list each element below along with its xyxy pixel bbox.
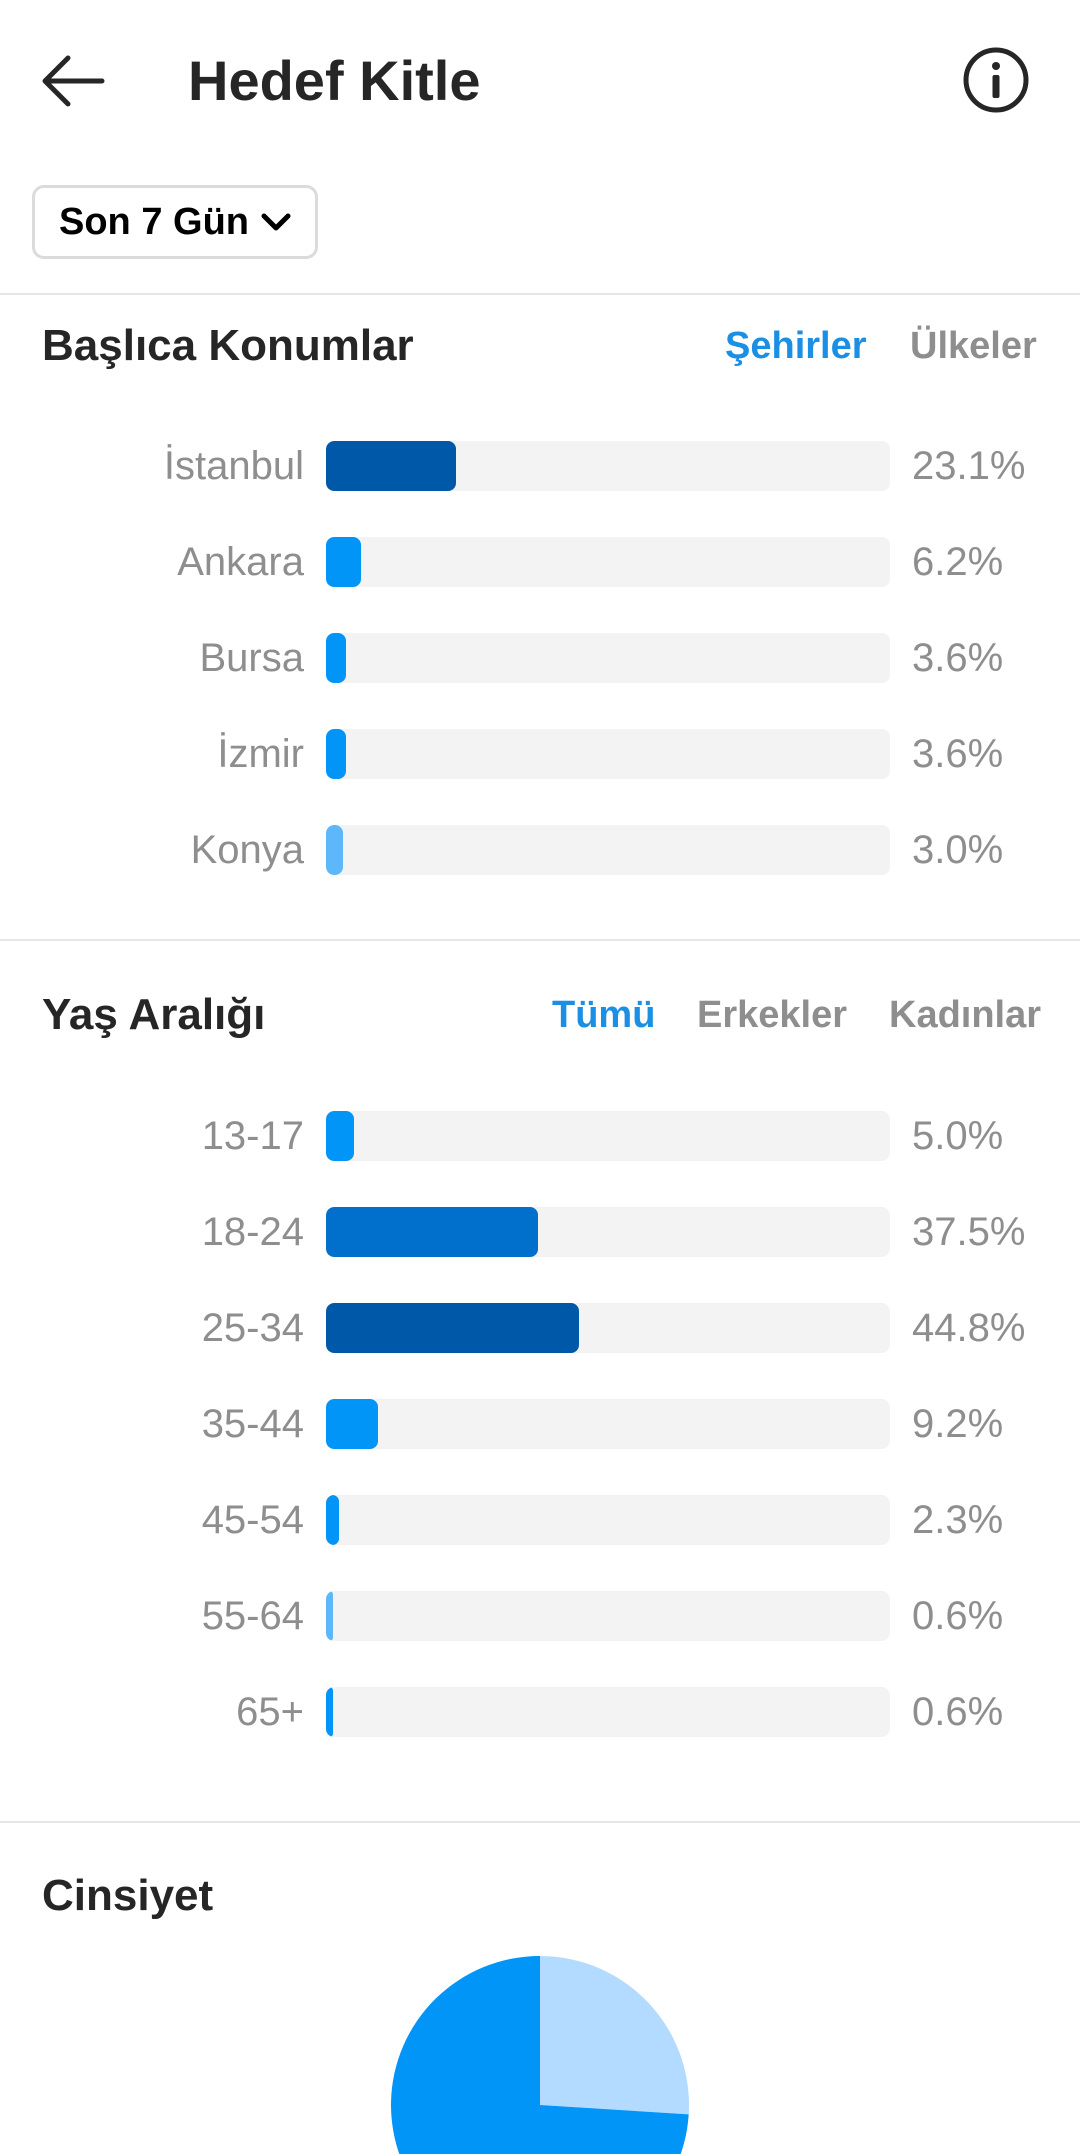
gender-title: Cinsiyet: [42, 1871, 214, 1920]
page-title: Hedef Kitle: [188, 49, 481, 112]
age-title: Yaş Aralığı: [42, 990, 266, 1039]
arrow-left-icon[interactable]: [38, 48, 108, 114]
location-bar-track: [326, 825, 890, 875]
age-value: 0.6%: [912, 1690, 1004, 1734]
age-row: 55-64 0.6%: [0, 1590, 1080, 1642]
location-value: 3.6%: [912, 732, 1004, 776]
age-label: 13-17: [201, 1114, 304, 1158]
age-bar-fill: [326, 1207, 538, 1257]
gender-pie-chart: [390, 1955, 690, 2154]
divider: [0, 939, 1080, 941]
age-value: 44.8%: [912, 1306, 1026, 1350]
location-bar-fill: [326, 729, 347, 779]
gender-pie-svg: [391, 1956, 689, 2154]
age-bar-track: [326, 1591, 890, 1641]
tab-men[interactable]: Erkekler: [697, 994, 848, 1036]
age-row: 45-54 2.3%: [0, 1494, 1080, 1546]
divider: [0, 293, 1080, 295]
age-bar-track: [326, 1687, 890, 1737]
location-value: 3.6%: [912, 636, 1004, 680]
age-row: 65+ 0.6%: [0, 1686, 1080, 1738]
age-bar-fill: [326, 1399, 378, 1449]
location-label: İzmir: [217, 732, 304, 776]
location-bar-track: [326, 441, 890, 491]
location-label: İstanbul: [163, 444, 304, 488]
pie-slice-0: [540, 1956, 689, 2115]
location-value: 23.1%: [912, 444, 1026, 488]
age-value: 9.2%: [912, 1402, 1004, 1446]
age-label: 25-34: [201, 1306, 304, 1350]
age-value: 37.5%: [912, 1210, 1026, 1254]
location-row: Konya 3.0%: [0, 824, 1080, 876]
age-label: 65+: [236, 1690, 304, 1734]
location-bar-fill: [326, 825, 343, 875]
age-value: 2.3%: [912, 1498, 1004, 1542]
age-value: 5.0%: [912, 1114, 1004, 1158]
location-row: İstanbul 23.1%: [0, 440, 1080, 492]
tab-cities[interactable]: Şehirler: [725, 325, 867, 367]
age-bar-track: [326, 1207, 890, 1257]
chevron-down-icon: [261, 213, 291, 231]
age-row: 25-34 44.8%: [0, 1302, 1080, 1354]
pie-slice-1: [391, 1956, 689, 2154]
period-dropdown-button[interactable]: Son 7 Gün: [32, 185, 318, 259]
tab-all[interactable]: Tümü: [552, 994, 656, 1036]
age-label: 35-44: [201, 1402, 304, 1446]
divider: [0, 1821, 1080, 1823]
age-bar-track: [326, 1111, 890, 1161]
age-bar-fill: [326, 1303, 579, 1353]
location-row: Bursa 3.6%: [0, 632, 1080, 684]
location-bar-track: [326, 633, 890, 683]
location-label: Konya: [190, 828, 304, 872]
age-row: 18-24 37.5%: [0, 1206, 1080, 1258]
age-value: 0.6%: [912, 1594, 1004, 1638]
age-bar-track: [326, 1399, 890, 1449]
location-value: 6.2%: [912, 540, 1004, 584]
tab-countries[interactable]: Ülkeler: [910, 325, 1037, 367]
location-row: İzmir 3.6%: [0, 728, 1080, 780]
age-bar-track: [326, 1495, 890, 1545]
age-label: 45-54: [201, 1498, 304, 1542]
location-bar-fill: [326, 537, 361, 587]
location-bar-track: [326, 537, 890, 587]
tab-women[interactable]: Kadınlar: [889, 994, 1042, 1036]
age-bar-fill: [326, 1495, 339, 1545]
location-label: Bursa: [199, 636, 305, 680]
age-label: 55-64: [201, 1594, 304, 1638]
age-label: 18-24: [201, 1210, 304, 1254]
locations-title: Başlıca Konumlar: [42, 321, 414, 370]
location-label: Ankara: [177, 540, 304, 584]
age-row: 35-44 9.2%: [0, 1398, 1080, 1450]
age-bar-track: [326, 1303, 890, 1353]
age-bar-fill: [326, 1591, 333, 1641]
location-row: Ankara 6.2%: [0, 536, 1080, 588]
location-bar-fill: [326, 441, 457, 491]
location-bar-track: [326, 729, 890, 779]
top-bar: Hedef Kitle: [0, 0, 1080, 165]
info-icon[interactable]: [960, 44, 1032, 116]
location-value: 3.0%: [912, 828, 1004, 872]
period-label: Son 7 Gün: [59, 200, 249, 243]
age-bar-fill: [326, 1687, 333, 1737]
location-bar-fill: [326, 633, 347, 683]
age-bar-fill: [326, 1111, 355, 1161]
age-row: 13-17 5.0%: [0, 1110, 1080, 1162]
